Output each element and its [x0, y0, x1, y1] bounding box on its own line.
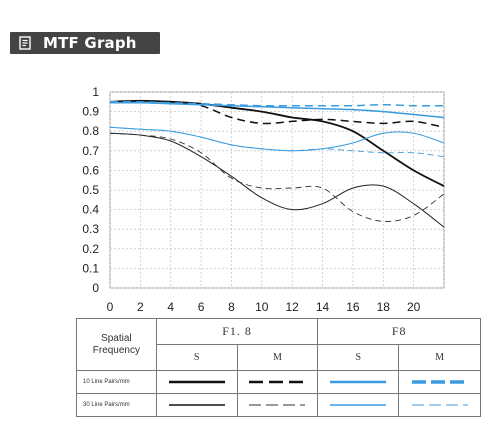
swatch-f18-s-30: [155, 393, 238, 417]
y-tick-label: 0.7: [82, 144, 99, 158]
x-tick-label: 10: [255, 300, 269, 314]
aperture-f18-label: F1. 8: [155, 318, 319, 345]
series-line-7: [109, 126, 445, 152]
section-header: MTF Graph: [10, 32, 160, 54]
swatch-f18-m-30: [236, 393, 319, 417]
x-tick-label: 2: [137, 300, 144, 314]
y-tick-label: 0.4: [82, 203, 99, 217]
swatch-f8-m-30: [398, 393, 481, 417]
x-tick-label: 6: [198, 300, 205, 314]
series-line-3: [109, 132, 445, 228]
plot-frame: [109, 91, 445, 289]
x-tick-label: 18: [377, 300, 391, 314]
spatial-frequency-label: Spatial Frequency: [76, 318, 157, 371]
series-line-2: [109, 100, 445, 129]
x-tick-label: 16: [346, 300, 360, 314]
y-tick-label: 0.5: [82, 183, 99, 197]
chart-ticks: 0 2 4 6 8 10 12 14 16 18 20 0 0.1 0.2 0.3 0.4 0.5 0.6 0.7 0…: [82, 85, 420, 314]
swatch-f18-s-10: [155, 370, 238, 394]
type-label-f18-m: M: [236, 344, 319, 371]
y-tick-label: 0.6: [82, 163, 99, 177]
chart-series: [109, 99, 445, 228]
series-line-6: [109, 100, 445, 107]
series-line-5: [109, 101, 445, 119]
y-tick-label: 1: [92, 85, 99, 99]
aperture-f8-label: F8: [317, 318, 481, 345]
type-label-f18-s: S: [155, 344, 238, 371]
legend-table: Spatial Frequency F1. 8 F8 S M S M 10 Li…: [76, 318, 481, 417]
x-tick-label: 0: [107, 300, 114, 314]
x-tick-label: 20: [407, 300, 421, 314]
y-tick-label: 0.1: [82, 261, 99, 275]
y-tick-label: 0: [92, 281, 99, 295]
x-tick-label: 12: [286, 300, 300, 314]
swatch-f18-m-10: [236, 370, 319, 394]
row-label-30lp: 30 Line Pairs/mm: [76, 393, 157, 417]
row-label-10lp: 10 Line Pairs/mm: [76, 370, 157, 394]
section-title: MTF Graph: [43, 34, 137, 52]
document-icon: [19, 36, 31, 50]
x-tick-label: 4: [167, 300, 174, 314]
y-tick-label: 0.3: [82, 222, 99, 236]
y-tick-label: 0.9: [82, 105, 99, 119]
swatch-f8-s-10: [317, 370, 400, 394]
y-tick-label: 0.8: [82, 124, 99, 138]
type-label-f8-m: M: [398, 344, 481, 371]
mtf-chart: 0 2 4 6 8 10 12 14 16 18 20 0 0.1 0.2 0.3 0.4 0.5 0.6 0.7 0…: [82, 85, 445, 314]
y-tick-label: 0.2: [82, 242, 99, 256]
type-label-f8-s: S: [317, 344, 400, 371]
x-tick-label: 14: [316, 300, 330, 314]
x-tick-label: 8: [228, 300, 235, 314]
swatch-f8-s-30: [317, 393, 400, 417]
chart-grid: [109, 91, 445, 289]
swatch-f8-m-10: [398, 370, 481, 394]
series-line-4: [109, 132, 445, 222]
